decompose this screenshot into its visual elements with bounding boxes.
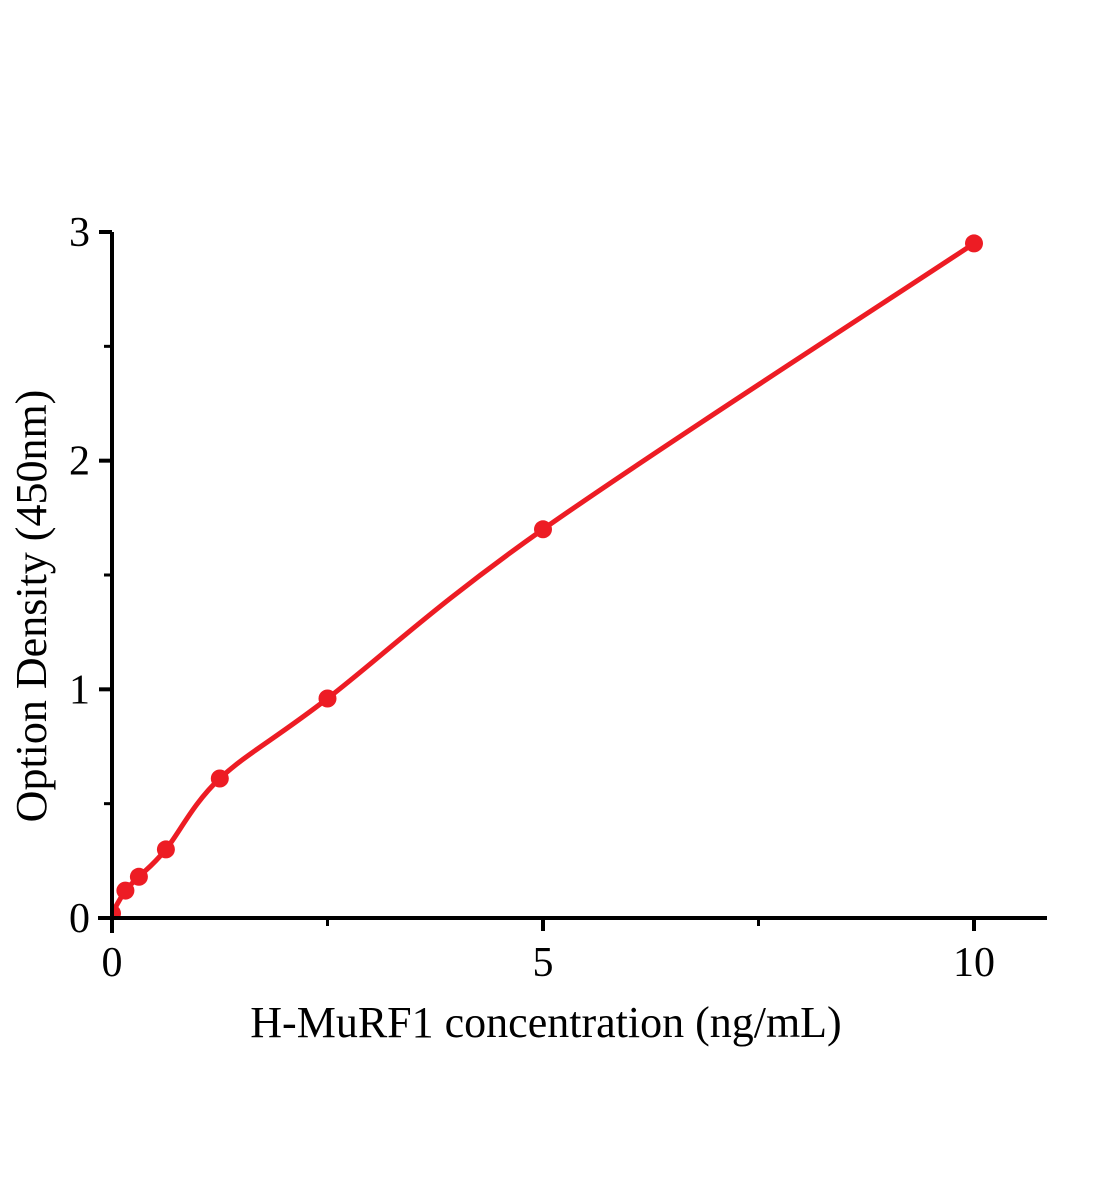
data-point-1: [116, 881, 135, 900]
x-tick-label-10: 10: [953, 940, 995, 986]
series-layer: [112, 234, 983, 918]
x-tick-label-5: 5: [533, 940, 554, 986]
data-point-7: [965, 234, 983, 253]
y-tick-label-3: 3: [69, 210, 90, 256]
y-tick-label-1: 1: [69, 667, 90, 713]
axes: [98, 229, 1047, 933]
data-point-6: [534, 520, 552, 539]
data-point-5: [318, 689, 337, 708]
y-tick-label-2: 2: [69, 439, 90, 485]
plot-area: 0 5 10 0 1 2 3: [69, 210, 1047, 986]
y-tick-label-0: 0: [69, 896, 90, 942]
standard-curve-line: [112, 240, 977, 916]
data-point-0: [112, 904, 121, 918]
x-axis-title: H-MuRF1 concentration (ng/mL): [250, 998, 841, 1047]
data-point-3: [156, 840, 175, 859]
data-point-2: [129, 867, 148, 886]
y-axis-title: Option Density (450nm): [7, 390, 56, 823]
x-tick-label-0: 0: [102, 940, 123, 986]
data-point-4: [210, 769, 229, 788]
